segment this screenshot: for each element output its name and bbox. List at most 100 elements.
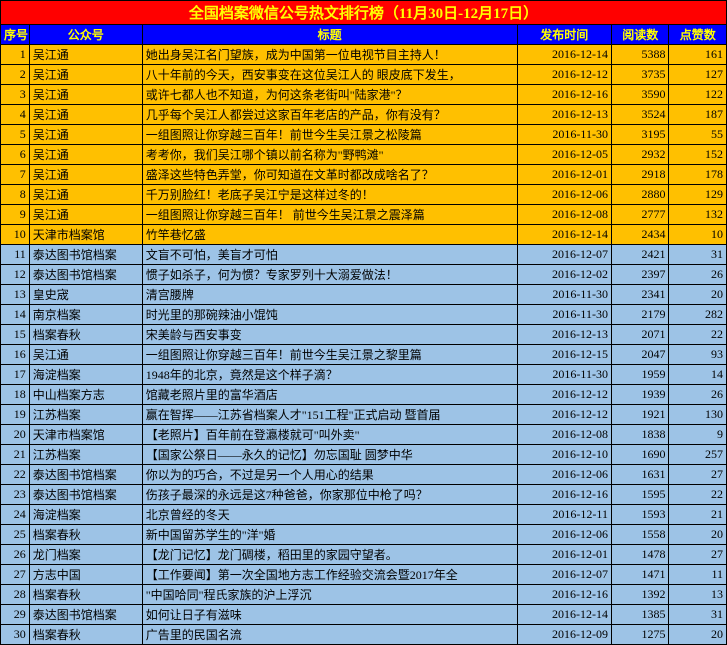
cell-index: 23 xyxy=(1,485,30,505)
cell-date: 2016-11-30 xyxy=(517,365,611,385)
cell-account: 海淀档案 xyxy=(29,505,142,525)
table-row: 20天津市档案馆【老照片】百年前在登瀛楼就可"叫外卖"2016-12-08183… xyxy=(1,425,727,445)
cell-title: 时光里的那碗辣油小馄饨 xyxy=(142,305,517,325)
cell-like: 26 xyxy=(669,265,727,285)
cell-index: 11 xyxy=(1,245,30,265)
cell-account: 吴江通 xyxy=(29,205,142,225)
table-row: 10天津市档案馆竹竿巷忆盛2016-12-14243410 xyxy=(1,225,727,245)
cell-like: 152 xyxy=(669,145,727,165)
cell-title: 考考你，我们吴江哪个镇以前名称为"野鸭滩" xyxy=(142,145,517,165)
cell-read: 1959 xyxy=(611,365,669,385)
cell-like: 10 xyxy=(669,225,727,245)
table-row: 17海淀档案1948年的北京，竟然是这个样子滴？2016-11-30195914 xyxy=(1,365,727,385)
cell-like: 31 xyxy=(669,245,727,265)
cell-date: 2016-12-14 xyxy=(517,225,611,245)
cell-date: 2016-12-16 xyxy=(517,485,611,505)
cell-index: 29 xyxy=(1,605,30,625)
cell-like: 55 xyxy=(669,125,727,145)
cell-index: 24 xyxy=(1,505,30,525)
cell-read: 3524 xyxy=(611,105,669,125)
table-row: 18中山档案方志馆藏老照片里的富华酒店2016-12-12193926 xyxy=(1,385,727,405)
table-row: 3吴江通或许七都人也不知道，为何这条老街叫"陆家港"？2016-12-16359… xyxy=(1,85,727,105)
cell-account: 吴江通 xyxy=(29,125,142,145)
cell-read: 2932 xyxy=(611,145,669,165)
cell-read: 1471 xyxy=(611,565,669,585)
cell-account: 吴江通 xyxy=(29,165,142,185)
cell-like: 132 xyxy=(669,205,727,225)
cell-index: 20 xyxy=(1,425,30,445)
cell-title: 一组图照让你穿越三百年！ 前世今生吴江景之震泽篇 xyxy=(142,205,517,225)
cell-like: 22 xyxy=(669,325,727,345)
cell-like: 31 xyxy=(669,605,727,625)
cell-date: 2016-12-07 xyxy=(517,245,611,265)
cell-read: 2880 xyxy=(611,185,669,205)
cell-date: 2016-11-30 xyxy=(517,125,611,145)
cell-account: 泰达图书馆档案 xyxy=(29,485,142,505)
cell-account: 吴江通 xyxy=(29,145,142,165)
cell-date: 2016-12-13 xyxy=(517,325,611,345)
cell-date: 2016-12-08 xyxy=(517,425,611,445)
cell-like: 22 xyxy=(669,485,727,505)
cell-read: 2047 xyxy=(611,345,669,365)
cell-index: 26 xyxy=(1,545,30,565)
col-header-account: 公众号 xyxy=(29,25,142,45)
table-row: 6吴江通考考你，我们吴江哪个镇以前名称为"野鸭滩"2016-12-0529321… xyxy=(1,145,727,165)
table-row: 23泰达图书馆档案伤孩子最深的永远是这7种爸爸，你家那位中枪了吗？2016-12… xyxy=(1,485,727,505)
cell-date: 2016-12-12 xyxy=(517,385,611,405)
cell-read: 2179 xyxy=(611,305,669,325)
table-row: 27方志中国【工作要闻】第一次全国地方志工作经验交流会暨2017年全2016-1… xyxy=(1,565,727,585)
table-row: 9吴江通一组图照让你穿越三百年！ 前世今生吴江景之震泽篇2016-12-0827… xyxy=(1,205,727,225)
cell-account: 天津市档案馆 xyxy=(29,425,142,445)
cell-title: 一组图照让你穿越三百年！前世今生吴江景之松陵篇 xyxy=(142,125,517,145)
cell-like: 26 xyxy=(669,385,727,405)
col-header-title: 标题 xyxy=(142,25,517,45)
cell-account: 泰达图书馆档案 xyxy=(29,605,142,625)
cell-title: 惯子如杀子，何为惯？专家罗列十大溺爱做法！ xyxy=(142,265,517,285)
ranking-table: 全国档案微信公号热文排行榜（11月30日-12月17日） 序号 公众号 标题 发… xyxy=(0,0,727,645)
cell-date: 2016-12-15 xyxy=(517,345,611,365)
cell-title: 八十年前的今天，西安事变在这位吴江人的 眼皮底下发生， xyxy=(142,65,517,85)
cell-read: 3590 xyxy=(611,85,669,105)
table-row: 24海淀档案北京曾经的冬天2016-12-11159321 xyxy=(1,505,727,525)
cell-account: 泰达图书馆档案 xyxy=(29,465,142,485)
cell-read: 1593 xyxy=(611,505,669,525)
cell-like: 27 xyxy=(669,465,727,485)
cell-index: 8 xyxy=(1,185,30,205)
cell-account: 档案春秋 xyxy=(29,525,142,545)
cell-like: 127 xyxy=(669,65,727,85)
cell-index: 14 xyxy=(1,305,30,325)
cell-date: 2016-12-09 xyxy=(517,625,611,645)
cell-index: 9 xyxy=(1,205,30,225)
cell-date: 2016-12-10 xyxy=(517,445,611,465)
cell-index: 3 xyxy=(1,85,30,105)
cell-account: 吴江通 xyxy=(29,345,142,365)
cell-date: 2016-12-06 xyxy=(517,185,611,205)
table-row: 13皇史宬清宫腰牌2016-11-30234120 xyxy=(1,285,727,305)
cell-index: 12 xyxy=(1,265,30,285)
col-header-date: 发布时间 xyxy=(517,25,611,45)
table-row: 25档案春秋新中国留苏学生的"洋"婚2016-12-06155820 xyxy=(1,525,727,545)
table-row: 30档案春秋广告里的民国名流2016-12-09127520 xyxy=(1,625,727,645)
cell-title: 或许七都人也不知道，为何这条老街叫"陆家港"？ xyxy=(142,85,517,105)
cell-read: 1939 xyxy=(611,385,669,405)
cell-account: 泰达图书馆档案 xyxy=(29,245,142,265)
cell-title: 文盲不可怕，美盲才可怕 xyxy=(142,245,517,265)
cell-date: 2016-12-12 xyxy=(517,405,611,425)
cell-date: 2016-12-14 xyxy=(517,605,611,625)
cell-date: 2016-12-07 xyxy=(517,565,611,585)
table-row: 11泰达图书馆档案文盲不可怕，美盲才可怕2016-12-07242131 xyxy=(1,245,727,265)
cell-read: 2918 xyxy=(611,165,669,185)
cell-date: 2016-12-05 xyxy=(517,145,611,165)
cell-date: 2016-12-08 xyxy=(517,205,611,225)
cell-title: 广告里的民国名流 xyxy=(142,625,517,645)
table-body: 1吴江通她出身吴江名门望族，成为中国第一位电视节目主持人！2016-12-145… xyxy=(1,45,727,645)
cell-title: 【龙门记忆】龙门碉楼，稻田里的家园守望者。 xyxy=(142,545,517,565)
cell-date: 2016-12-12 xyxy=(517,65,611,85)
cell-index: 21 xyxy=(1,445,30,465)
cell-title: 1948年的北京，竟然是这个样子滴？ xyxy=(142,365,517,385)
cell-title: 她出身吴江名门望族，成为中国第一位电视节目主持人！ xyxy=(142,45,517,65)
cell-title: 【老照片】百年前在登瀛楼就可"叫外卖" xyxy=(142,425,517,445)
table-row: 12泰达图书馆档案惯子如杀子，何为惯？专家罗列十大溺爱做法！2016-12-02… xyxy=(1,265,727,285)
table-row: 7吴江通盛泽这些特色弄堂，你可知道在文革时都改成啥名了？2016-12-0129… xyxy=(1,165,727,185)
cell-title: 北京曾经的冬天 xyxy=(142,505,517,525)
